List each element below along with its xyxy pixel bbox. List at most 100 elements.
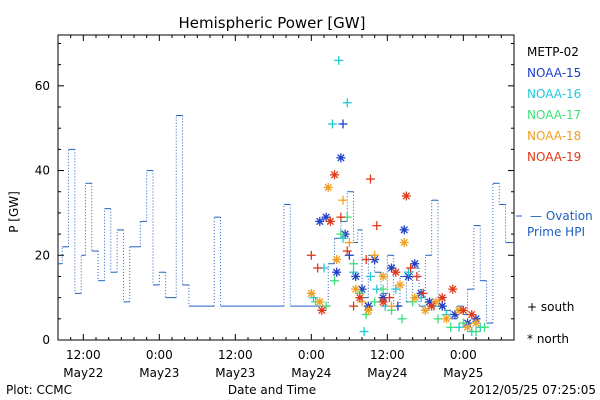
marker-stroke — [332, 268, 341, 276]
marker-stroke — [396, 281, 404, 289]
legend-entry: METP-02 — [527, 45, 579, 59]
north-point — [441, 314, 451, 324]
south-point — [330, 276, 340, 286]
marker-stroke — [472, 319, 480, 327]
x-tick-label-date: May23 — [139, 366, 179, 380]
marker-stroke — [402, 192, 411, 200]
south-point — [370, 250, 380, 260]
north-point — [378, 297, 388, 307]
south-point — [349, 267, 359, 277]
marker-stroke — [449, 285, 457, 293]
south-point — [370, 297, 380, 307]
south-point — [365, 271, 375, 281]
marker-stroke — [307, 289, 316, 298]
south-point — [349, 259, 359, 269]
y-tick-label: 0 — [42, 333, 50, 347]
y-tick-label: 40 — [35, 164, 50, 178]
series-noaa-15 — [315, 119, 481, 328]
north-point — [351, 284, 361, 294]
data-points — [306, 55, 489, 337]
x-tick-label-date: May24 — [291, 366, 331, 380]
marker-stroke — [379, 298, 387, 306]
north-point — [391, 267, 401, 277]
north-point — [315, 297, 325, 307]
north-point — [471, 318, 481, 328]
south-point — [454, 322, 464, 332]
x-tick-label: 12:00 — [66, 348, 101, 362]
north-point — [467, 310, 477, 320]
north-point — [458, 305, 468, 315]
marker-stroke — [468, 310, 476, 319]
north-point — [323, 183, 333, 192]
south-point — [344, 250, 354, 260]
marker-stroke — [427, 302, 436, 310]
marker-stroke — [364, 306, 373, 315]
marker-stroke — [463, 323, 472, 331]
south-point — [412, 271, 422, 281]
legend-entry: NOAA-17 — [527, 108, 581, 122]
south-point — [334, 55, 344, 65]
marker-stroke — [356, 293, 364, 302]
x-tick-label: 12:00 — [218, 348, 253, 362]
north-point — [306, 288, 316, 298]
south-point — [306, 250, 316, 260]
marker-stroke — [316, 298, 324, 306]
south-point — [458, 318, 468, 328]
marker-stroke — [411, 260, 419, 268]
north-point — [401, 191, 411, 201]
x-tick-label: 0:00 — [146, 348, 173, 362]
marker-stroke — [324, 183, 332, 192]
x-tick-label-date: May22 — [63, 366, 103, 380]
marker-stroke — [387, 264, 396, 272]
footer-right: 2012/05/25 07:25:05 — [469, 383, 596, 397]
marker-stroke — [318, 306, 326, 315]
south-point — [446, 322, 456, 332]
south-point — [342, 246, 352, 256]
north-point — [330, 170, 340, 180]
north-point — [410, 259, 420, 269]
north-point — [363, 305, 373, 315]
north-point — [437, 293, 447, 303]
legend-south: + south — [527, 300, 574, 314]
north-point — [399, 238, 409, 248]
y-axis-label: P [GW] — [7, 191, 21, 233]
series-noaa-19 — [306, 170, 477, 320]
legend-north: * north — [527, 332, 569, 346]
x-tick-label-date: May25 — [443, 366, 483, 380]
marker-stroke — [411, 293, 419, 302]
footer-left: Plot: CCMC — [6, 383, 72, 397]
marker-stroke — [421, 306, 430, 315]
south-point — [391, 284, 401, 294]
legend: METP-02 NOAA-15 NOAA-16 NOAA-17 NOAA-18 NOAA-… — [516, 45, 593, 346]
north-point — [399, 225, 409, 235]
marker-stroke — [337, 154, 345, 162]
south-point — [338, 119, 348, 129]
marker-stroke — [379, 272, 387, 281]
y-tick-label: 60 — [35, 79, 50, 93]
north-point — [427, 301, 437, 311]
south-point — [397, 314, 407, 324]
south-point — [378, 284, 388, 294]
marker-stroke — [438, 302, 446, 310]
north-point — [437, 301, 447, 311]
south-point — [342, 98, 352, 108]
x-tick-label-date: May23 — [215, 366, 255, 380]
north-point — [355, 293, 365, 303]
south-point — [327, 119, 337, 129]
south-point — [384, 293, 394, 303]
south-point — [406, 263, 416, 273]
south-point — [313, 263, 323, 273]
south-point — [338, 195, 348, 205]
north-point — [395, 280, 405, 290]
north-point — [325, 216, 335, 226]
ovation-line — [58, 114, 514, 324]
north-point — [450, 310, 460, 320]
north-point — [351, 271, 361, 281]
x-tick-label: 12:00 — [370, 348, 405, 362]
marker-stroke — [459, 306, 468, 315]
legend-entry: NOAA-18 — [527, 129, 581, 143]
axes: 0 20 40 60 12:00 May22 0:00 May23 12:00 May23 0:00… — [35, 34, 515, 380]
south-point — [471, 327, 481, 337]
marker-stroke — [400, 226, 408, 234]
